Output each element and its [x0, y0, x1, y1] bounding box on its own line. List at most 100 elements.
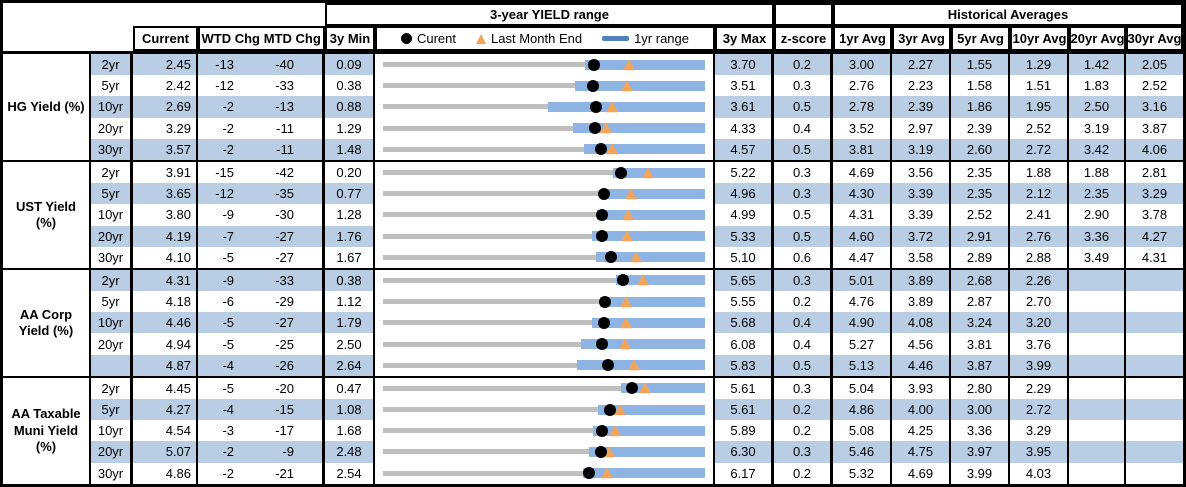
cell-1yr-avg: 5.46: [833, 441, 892, 463]
cell-yield-range-chart: [375, 54, 715, 76]
cell-3y-max: 3.51: [715, 75, 774, 97]
table-row: 20yr 4.19 -7 -27 1.76 5.33 0.5 4.60 3.72 2.91 2.76…: [91, 225, 1183, 247]
cell-3y-min: 0.47: [325, 377, 375, 399]
table-row: 2yr 3.91 -15 -42 0.20 5.22 0.3 4.69 3.56 2.35 1.88…: [91, 161, 1183, 184]
cell-maturity: 2yr: [91, 54, 133, 76]
cell-current: 2.69: [133, 96, 198, 118]
cell-5yr-avg: 2.35: [951, 183, 1010, 205]
range-plot: [383, 312, 705, 333]
cell-5yr-avg: 1.55: [951, 54, 1010, 76]
current-marker: [598, 316, 610, 329]
one-year-range-bar: [612, 167, 705, 178]
cell-30yr-avg: 3.29: [1126, 183, 1183, 205]
one-year-range-bar: [585, 59, 705, 70]
cell-5yr-avg: 2.91: [951, 225, 1010, 247]
cell-mtd-chg: -9: [262, 441, 325, 463]
cell-3y-min: 0.38: [325, 269, 375, 292]
cell-current: 4.19: [133, 225, 198, 247]
cell-30yr-avg: [1126, 377, 1183, 399]
cell-3y-min: 1.76: [325, 225, 375, 247]
cell-current: 4.94: [133, 333, 198, 355]
last-month-end-marker: [618, 338, 631, 350]
cell-5yr-avg: 3.99: [951, 462, 1010, 484]
column-header-10yr-avg: 10yr Avg: [1010, 26, 1069, 51]
column-header-mtd-chg: MTD Chg: [263, 31, 321, 46]
cell-maturity: 5yr: [91, 291, 133, 313]
cell-1yr-avg: 5.08: [833, 420, 892, 442]
one-year-range-bar: [599, 296, 705, 307]
cell-3y-min: 0.09: [325, 54, 375, 76]
cell-wtd-chg: -2: [198, 117, 262, 139]
column-header-3y-min: 3y Min: [325, 26, 375, 51]
cell-maturity: 10yr: [91, 96, 133, 118]
cell-3y-min: 1.68: [325, 420, 375, 442]
table-row: 4.87 -4 -26 2.64 5.83 0.5 5.13 4.46 3.87 3.99: [91, 354, 1183, 376]
cell-z-score: 0.2: [774, 420, 833, 442]
range-plot: [383, 291, 705, 312]
cell-3yr-avg: 4.69: [892, 462, 951, 484]
range-track: [383, 428, 705, 434]
one-year-range-bar: [592, 231, 705, 242]
cell-10yr-avg: 2.70: [1010, 291, 1069, 313]
group-rows: 2yr 4.45 -5 -20 0.47 5.61 0.3 5.04 3.93 2.80 2.29 5…: [91, 377, 1183, 484]
cell-30yr-avg: [1126, 291, 1183, 313]
row-group: AA Corp Yield (%) 2yr 4.31 -9 -33 0.38 5.65 0.3…: [3, 267, 1183, 376]
cell-20yr-avg: 2.35: [1069, 183, 1126, 205]
cell-mtd-chg: -13: [262, 96, 325, 118]
cell-z-score: 0.4: [774, 117, 833, 139]
column-header-30yr-avg: 30yr Avg: [1126, 26, 1183, 51]
cell-wtd-chg: -12: [198, 183, 262, 205]
last-month-end-marker: [621, 209, 634, 221]
column-header-5yr-avg: 5yr Avg: [951, 26, 1010, 51]
cell-wtd-chg: -9: [198, 204, 262, 226]
cell-20yr-avg: [1069, 269, 1126, 292]
one-year-range-bar: [583, 468, 705, 479]
table-row: 5yr 4.27 -4 -15 1.08 5.61 0.2 4.86 4.00 3.00 2.72: [91, 399, 1183, 421]
cell-20yr-avg: [1069, 399, 1126, 421]
cell-30yr-avg: [1126, 399, 1183, 421]
legend-item-1yr-range: 1yr range: [602, 31, 689, 46]
group-rows: 2yr 3.91 -15 -42 0.20 5.22 0.3 4.69 3.56 2.35 1.88…: [91, 161, 1183, 268]
cell-mtd-chg: -35: [262, 183, 325, 205]
table-row: 5yr 4.18 -6 -29 1.12 5.55 0.2 4.76 3.89 2.87 2.70: [91, 291, 1183, 313]
cell-20yr-avg: 3.36: [1069, 225, 1126, 247]
cell-3y-max: 5.89: [715, 420, 774, 442]
current-marker: [590, 100, 603, 113]
cell-3y-min: 2.64: [325, 354, 375, 376]
cell-1yr-avg: 4.31: [833, 204, 892, 226]
cell-1yr-avg: 3.81: [833, 138, 892, 160]
cell-wtd-chg: -12: [198, 75, 262, 97]
cell-z-score: 0.4: [774, 333, 833, 355]
cell-1yr-avg: 3.52: [833, 117, 892, 139]
range-track: [383, 125, 705, 131]
cell-current: 4.46: [133, 312, 198, 334]
cell-20yr-avg: [1069, 377, 1126, 399]
legend-item-last-month-end: Last Month End: [476, 31, 582, 46]
current-marker: [582, 467, 595, 480]
one-year-range-bar: [615, 275, 705, 286]
one-year-range-bar: [592, 425, 705, 436]
last-month-end-marker: [600, 122, 613, 134]
table-row: 30yr 4.10 -5 -27 1.67 5.10 0.6 4.47 3.58 2.89 2.88…: [91, 246, 1183, 268]
table-row: 20yr 5.07 -2 -9 2.48 6.30 0.3 5.46 4.75 3.97 3.95: [91, 441, 1183, 463]
cell-maturity: 10yr: [91, 420, 133, 442]
cell-mtd-chg: -15: [262, 399, 325, 421]
cell-20yr-avg: [1069, 441, 1126, 463]
table-row: 30yr 3.57 -2 -11 1.48 4.57 0.5 3.81 3.19 2.60 2.72…: [91, 138, 1183, 160]
cell-current: 4.10: [133, 246, 198, 268]
range-plot: [383, 270, 705, 291]
cell-maturity: 10yr: [91, 204, 133, 226]
range-plot: [383, 204, 705, 225]
cell-mtd-chg: -33: [262, 269, 325, 292]
cell-5yr-avg: 3.24: [951, 312, 1010, 334]
legend-label-last-month-end: Last Month End: [491, 31, 583, 46]
cell-3yr-avg: 4.56: [892, 333, 951, 355]
cell-3y-min: 0.38: [325, 75, 375, 97]
group-label: HG Yield (%): [3, 54, 91, 160]
table-row: 20yr 4.94 -5 -25 2.50 6.08 0.4 5.27 4.56 3.81 3.76: [91, 333, 1183, 355]
range-plot: [383, 399, 705, 420]
cell-wtd-chg: -5: [198, 312, 262, 334]
cell-3y-min: 0.88: [325, 96, 375, 118]
group-rows: 2yr 4.31 -9 -33 0.38 5.65 0.3 5.01 3.89 2.68 2.26 5…: [91, 269, 1183, 376]
cell-wtd-chg: -7: [198, 225, 262, 247]
